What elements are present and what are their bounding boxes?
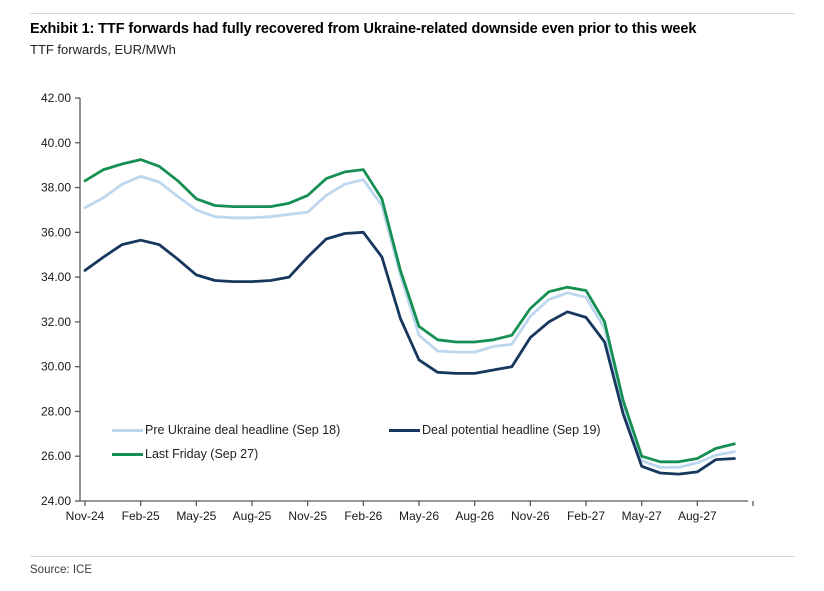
y-tick-label: 30.00	[41, 360, 71, 374]
line-swatch-pre-ukraine	[112, 428, 143, 432]
x-tick-label: Aug-26	[455, 509, 494, 523]
chart-legend: Pre Ukraine deal headline (Sep 18) Deal …	[112, 423, 601, 461]
y-tick-label: 34.00	[41, 270, 71, 284]
chart-subtitle: TTF forwards, EUR/MWh	[30, 42, 176, 57]
series-line-1	[83, 230, 736, 476]
x-tick-label: Nov-24	[66, 509, 105, 523]
x-tick-label: May-26	[399, 509, 439, 523]
ttf-forwards-line-chart: 24.00 26.00 28.00 30.00 32.00 34.00 36.00 38.00…	[41, 91, 754, 523]
x-tick-label: May-25	[176, 509, 216, 523]
legend-item-deal-potential: Deal potential headline (Sep 19)	[389, 423, 601, 437]
series-line-0	[83, 175, 736, 469]
y-tick-label: 32.00	[41, 315, 71, 329]
line-swatch-deal-potential	[389, 428, 420, 432]
x-tick-label: Nov-25	[288, 509, 327, 523]
legend-label-last-friday: Last Friday (Sep 27)	[145, 447, 259, 461]
x-tick-label: Feb-27	[567, 509, 605, 523]
y-tick-label: 38.00	[41, 181, 71, 195]
legend-label-deal-potential: Deal potential headline (Sep 19)	[422, 423, 601, 437]
x-tick-label: Aug-25	[233, 509, 272, 523]
y-tick-label: 26.00	[41, 449, 71, 463]
legend-item-last-friday: Last Friday (Sep 27)	[112, 447, 389, 461]
y-tick-label: 28.00	[41, 404, 71, 418]
source-note: Source: ICE	[30, 564, 92, 576]
y-tick-label: 24.00	[41, 494, 71, 508]
legend-item-pre-ukraine: Pre Ukraine deal headline (Sep 18)	[112, 423, 389, 437]
x-tick-label: Feb-25	[122, 509, 160, 523]
y-tick-label: 40.00	[41, 136, 71, 150]
x-tick-label: Nov-26	[511, 509, 550, 523]
legend-label-pre-ukraine: Pre Ukraine deal headline (Sep 18)	[145, 423, 341, 437]
x-tick-label: Feb-26	[344, 509, 382, 523]
line-swatch-last-friday	[112, 452, 143, 456]
x-tick-label: May-27	[622, 509, 662, 523]
y-tick-label: 42.00	[41, 91, 71, 105]
y-tick-label: 36.00	[41, 225, 71, 239]
x-tick-label: Aug-27	[678, 509, 717, 523]
series-line-2	[83, 158, 736, 464]
bottom-divider	[30, 556, 795, 557]
top-divider	[30, 13, 795, 14]
chart-title: Exhibit 1: TTF forwards had fully recove…	[30, 21, 697, 37]
